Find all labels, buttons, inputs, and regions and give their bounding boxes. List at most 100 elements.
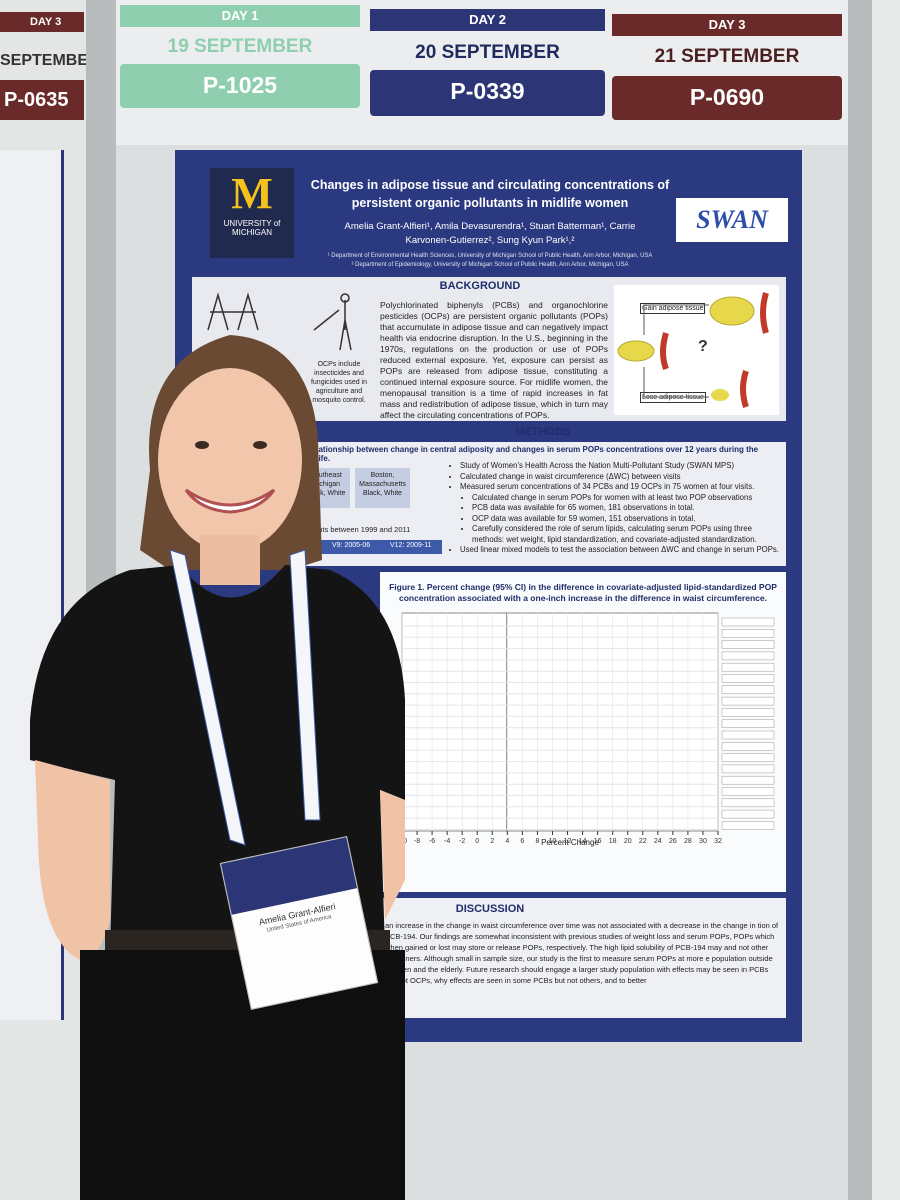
- timeline-bar: [302, 540, 442, 554]
- x-tick-label: 6: [520, 838, 524, 845]
- x-tick-label: 10: [549, 838, 557, 845]
- question-mark: ?: [698, 338, 708, 355]
- bullet: Study of Women's Health Across the Natio…: [460, 461, 782, 472]
- day-date: 19 SEPTEMBER: [167, 36, 313, 57]
- neck: [200, 535, 260, 585]
- um-logo: M UNIVERSITY of MICHIGAN: [210, 168, 294, 258]
- x-tick-label: 0: [475, 838, 479, 845]
- left-day: DAY 3: [0, 12, 84, 32]
- row-label-box: [721, 775, 775, 785]
- x-tick-label: 32: [714, 838, 722, 845]
- section-heading: METHODS: [515, 426, 571, 438]
- day-date: 20 SEPTEMBER: [415, 42, 560, 63]
- row-label-box: [721, 742, 775, 751]
- x-tick-label: 4: [505, 838, 509, 845]
- x-tick-label: 18: [609, 838, 617, 845]
- right-board: [872, 0, 900, 1200]
- row-label-box: [721, 764, 775, 774]
- site-race: Black, White: [306, 490, 346, 497]
- row-label-box: [721, 674, 775, 683]
- university: UNIVERSITY of MICHIGAN: [223, 219, 281, 237]
- plot-rows: [402, 617, 775, 830]
- arm: [35, 760, 110, 960]
- row-label-box: [721, 617, 775, 627]
- day-label: DAY 1: [120, 5, 360, 27]
- background-text: Polychlorinated biphenyls (PCBs) and org…: [380, 300, 608, 420]
- x-tick-label: -2: [459, 838, 465, 845]
- section-heading: DISCUSSION: [455, 903, 525, 915]
- ocp-caption: OCPs include insecticides and fungicides…: [310, 361, 368, 404]
- site: Boston, Massachusetts: [359, 472, 406, 488]
- lanyard: [169, 549, 246, 846]
- adipose-icons: [617, 292, 769, 408]
- row-label-box: [721, 662, 775, 672]
- x-tick-label: 24: [654, 838, 662, 845]
- poster-code: P-0690: [612, 76, 842, 120]
- x-tick-label: 26: [669, 838, 677, 845]
- gain-label: Gain adipose tissue: [640, 303, 706, 314]
- site-race: Black, White: [363, 490, 402, 497]
- row-label-box: [721, 798, 775, 808]
- discussion-panel: [380, 898, 786, 1018]
- x-tick-label: 12: [564, 838, 572, 845]
- left-date: SEPTEMBER: [0, 52, 100, 69]
- arm: [380, 790, 405, 920]
- methods-list: Study of Women's Health Across the Natio…: [448, 461, 782, 556]
- figure-title: Figure 1. Percent change (95% CI) in the…: [389, 582, 777, 603]
- row-label-box: [721, 809, 775, 819]
- row-label-box: [721, 730, 775, 740]
- timeline-label: e points between 1999 and 2011: [302, 525, 411, 534]
- bullet: PCB data was available for 65 women, 181…: [472, 503, 782, 514]
- logo-m: M: [231, 169, 273, 218]
- x-tick-label: 22: [639, 838, 647, 845]
- row-label-box: [721, 719, 775, 728]
- discussion-heading-row: DISCUSSION: [380, 903, 600, 915]
- person: [30, 335, 405, 1200]
- row-label-box: [721, 696, 775, 706]
- row-label-box: [721, 629, 775, 638]
- authors: Amelia Grant-Alfieri¹, Amila Devasurendr…: [344, 221, 636, 246]
- affiliation: ¹ Department of Environmental Health Sci…: [327, 253, 653, 259]
- row-label-box: [721, 640, 775, 649]
- left-code: P-0635: [0, 80, 84, 120]
- face: [158, 368, 302, 552]
- pesticide-icons: [207, 292, 352, 351]
- visit: V12: 2009-11: [390, 542, 432, 549]
- bullet: OCP data was available for 59 women, 151…: [472, 514, 782, 525]
- row-label-box: [721, 708, 775, 717]
- day-date: 21 SEPTEMBER: [654, 46, 800, 67]
- section-heading: BACKGROUND: [439, 280, 521, 292]
- row-label-box: [721, 821, 775, 830]
- x-tick-label: 8: [535, 838, 539, 845]
- x-tick-label: -6: [429, 838, 435, 845]
- visit: V9: 2005-06: [332, 542, 371, 549]
- poster-code: P-1025: [120, 64, 360, 108]
- bullet: Used linear mixed models to test the ass…: [460, 545, 782, 556]
- x-tick-label: 30: [699, 838, 707, 845]
- x-tick-label: 28: [684, 838, 692, 845]
- row-label-box: [721, 753, 775, 762]
- x-tick-label: 20: [624, 838, 632, 845]
- bullet: Carefully considered the role of serum l…: [472, 524, 782, 545]
- affiliation: ² Department of Epidemiology, University…: [351, 262, 629, 268]
- bullet: Calculated change in waist circumference…: [460, 472, 782, 483]
- x-tick-label: 14: [579, 838, 587, 845]
- bullet: Measured serum concentrations of 34 PCBs…: [460, 482, 782, 493]
- row-label-box: [721, 787, 775, 796]
- x-tick-label: -8: [414, 838, 420, 845]
- row-label-box: [721, 651, 775, 661]
- smile: [184, 488, 276, 514]
- pants: [80, 950, 405, 1200]
- day-label: DAY 3: [612, 14, 842, 36]
- discussion-text: an increase in the change in waist circu…: [385, 921, 779, 985]
- x-tick-label: 2: [490, 838, 494, 845]
- methods-heading-row: METHODS: [300, 426, 786, 440]
- site: Southeast Michigan: [310, 472, 342, 488]
- lanyard: [289, 549, 321, 821]
- site-box: Boston, Massachusetts Black, White: [355, 468, 410, 508]
- poster-code: P-0339: [370, 70, 605, 116]
- x-axis-label: Percent Change: [541, 838, 599, 847]
- x-tick-label: 16: [594, 838, 602, 845]
